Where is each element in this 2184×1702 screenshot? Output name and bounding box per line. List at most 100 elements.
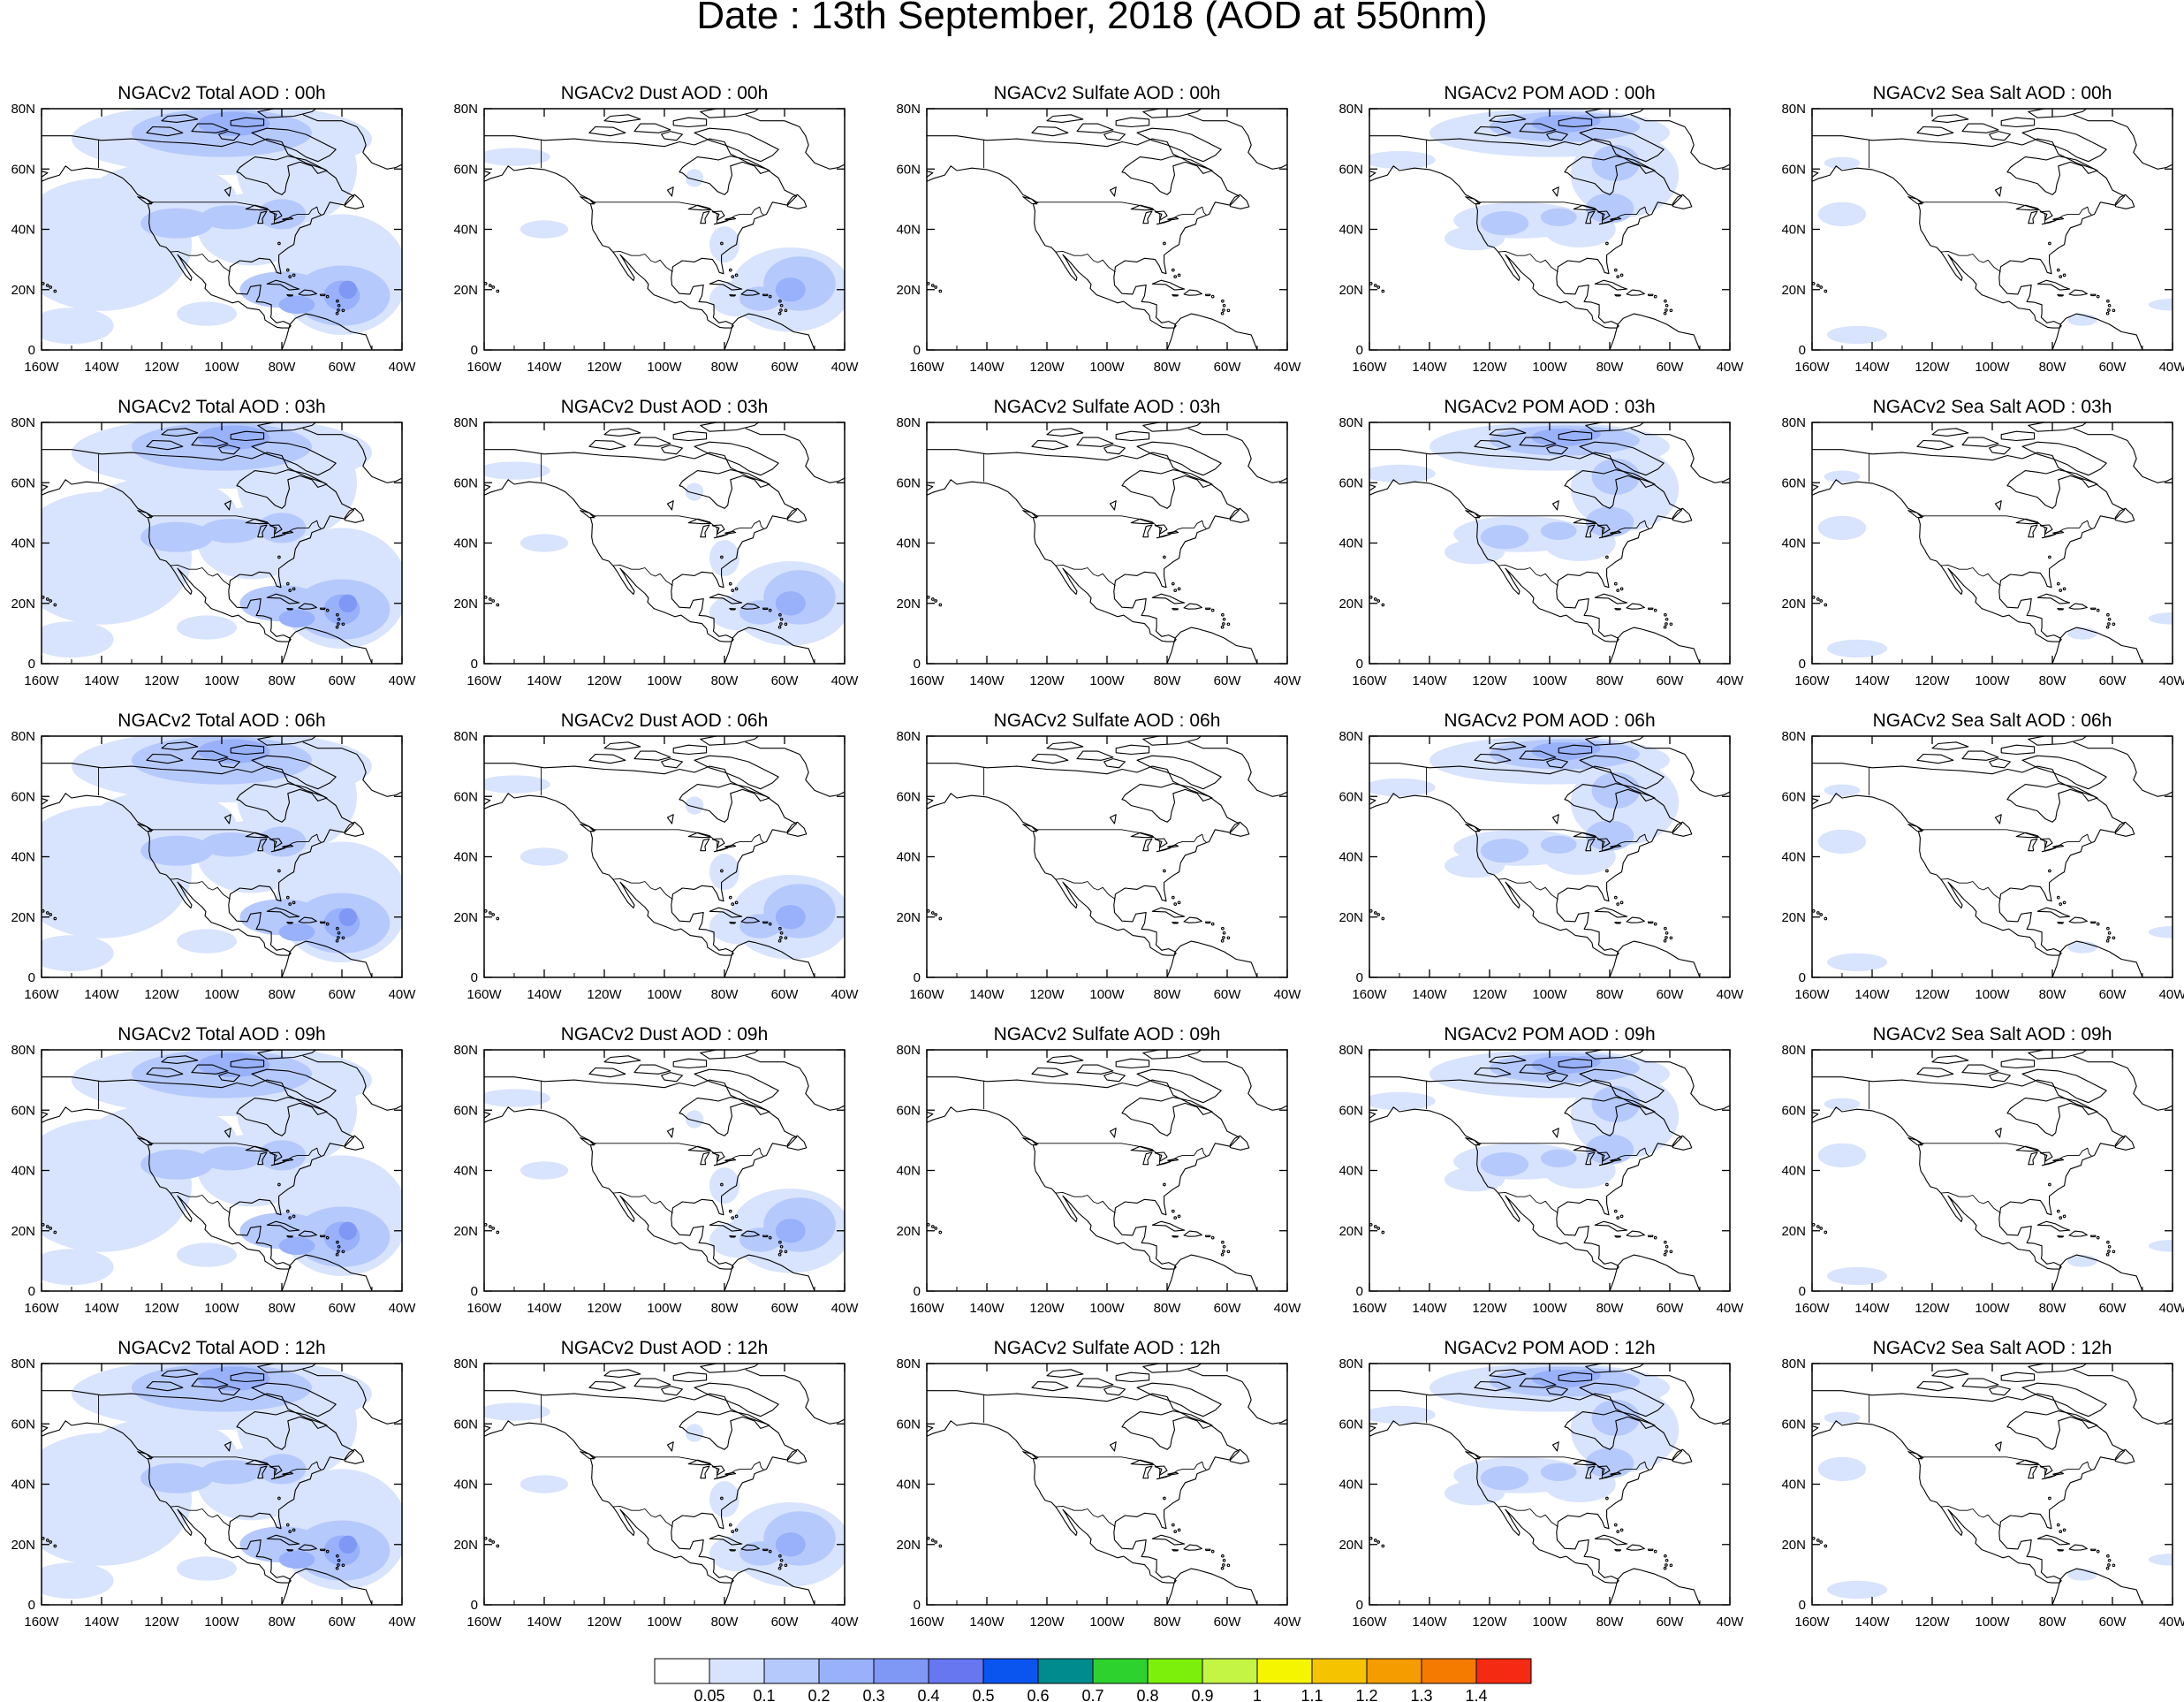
island: [277, 1496, 281, 1501]
island: [288, 1216, 292, 1220]
x-tick-label: 140W: [969, 987, 1005, 1002]
coast-polygon: [1519, 750, 1557, 761]
panel-title: NGACv2 POM AOD : 00h: [1444, 83, 1655, 103]
coast-polygon: [1614, 1549, 1622, 1552]
aod-contour: [775, 1532, 806, 1557]
coast-polygon: [2089, 1548, 2097, 1552]
coast-polygon: [2114, 507, 2135, 523]
coast-polygon: [1579, 127, 1665, 163]
aod-field: [42, 1364, 402, 1605]
colorbar-box: [1421, 1658, 1477, 1684]
coast-polygon: [580, 196, 595, 205]
coast-polygon: [137, 1137, 152, 1146]
coast-polygon: [1204, 921, 1211, 924]
coast-polygon: [2000, 430, 2036, 442]
y-tick-label: 0: [914, 1598, 921, 1613]
x-tick-label: 60W: [1214, 1615, 1242, 1630]
island: [1373, 1225, 1377, 1228]
coast-polygon: [1916, 753, 1954, 764]
x-tick-label: 120W: [1029, 1615, 1065, 1630]
figure-title: Date : 13th September, 2018 (AOD at 550n…: [696, 0, 1487, 37]
island: [337, 931, 341, 935]
island: [768, 1549, 772, 1554]
island: [285, 581, 290, 586]
coast-polygon: [1585, 1465, 1596, 1479]
island: [778, 1554, 782, 1558]
coast-polygon: [1558, 430, 1593, 442]
island: [277, 869, 281, 873]
island: [49, 913, 53, 916]
coast-polygon: [1109, 186, 1117, 197]
y-tick-label: 60N: [896, 789, 921, 804]
island: [1663, 625, 1667, 629]
coast-polygon: [679, 783, 770, 823]
coast-polygon: [319, 1548, 326, 1552]
political-border: [151, 1143, 322, 1166]
island: [288, 589, 292, 592]
coast-line: [724, 627, 816, 664]
y-tick-label: 40N: [11, 223, 35, 238]
x-tick-label: 40W: [1274, 360, 1302, 375]
aod-contour: [685, 1110, 704, 1128]
island: [1653, 1235, 1657, 1240]
coast-polygon: [1594, 1220, 1628, 1232]
coast-polygon: [257, 736, 317, 746]
island: [491, 285, 496, 289]
coast-polygon: [1614, 1235, 1622, 1238]
coast-line: [302, 741, 402, 797]
coast-polygon: [1489, 428, 1527, 437]
x-tick-label: 160W: [909, 673, 944, 688]
coast-polygon: [1626, 603, 1645, 610]
coast-polygon: [224, 1128, 231, 1138]
coast-polygon: [1961, 123, 1999, 133]
coast-polygon: [251, 441, 337, 476]
island: [778, 299, 782, 303]
coast-polygon: [1022, 824, 1037, 832]
coast-polygon: [1519, 437, 1557, 447]
coastline: [42, 1050, 402, 1291]
y-tick-label: 0: [1356, 970, 1363, 985]
coast-polygon: [661, 1072, 683, 1083]
island: [2062, 587, 2066, 591]
political-border: [151, 201, 322, 224]
coast-polygon: [786, 821, 808, 837]
y-tick-label: 0: [1799, 970, 1806, 985]
island: [934, 285, 938, 289]
island: [288, 1530, 292, 1533]
coast-polygon: [1564, 156, 1656, 195]
island: [1222, 1244, 1226, 1249]
y-tick-label: 60N: [1781, 475, 1806, 490]
colorbar-label: 0.3: [862, 1687, 884, 1702]
panel-title: NGACv2 Total AOD : 06h: [118, 710, 325, 731]
coast-line: [1609, 627, 1702, 664]
island: [1664, 926, 1667, 931]
coast-polygon: [1647, 1235, 1654, 1238]
island: [1669, 308, 1673, 313]
coast-polygon: [1916, 1380, 1954, 1392]
coast-polygon: [1672, 1135, 1693, 1151]
x-tick-label: 100W: [1532, 673, 1567, 688]
aod-field: [484, 736, 845, 977]
island: [2107, 617, 2112, 621]
x-tick-label: 40W: [1717, 1615, 1745, 1630]
coast-polygon: [588, 1067, 626, 1078]
island: [2062, 1214, 2066, 1219]
coast-polygon: [1115, 117, 1150, 128]
island: [779, 308, 783, 312]
coast-polygon: [633, 750, 671, 761]
y-tick-label: 0: [914, 343, 921, 358]
aod-contour: [739, 286, 782, 311]
island: [1653, 1549, 1657, 1554]
island: [1605, 241, 1609, 246]
island: [734, 273, 739, 277]
island: [2107, 1558, 2112, 1562]
x-tick-label: 120W: [587, 673, 622, 688]
aod-contour: [1827, 1580, 1887, 1599]
x-tick-label: 160W: [466, 1615, 502, 1630]
aod-contour: [2148, 926, 2173, 938]
coast-polygon: [257, 1151, 268, 1166]
x-tick-label: 160W: [1352, 673, 1387, 688]
island: [2048, 1182, 2051, 1187]
island: [1613, 1209, 1618, 1213]
coast-polygon: [2039, 1465, 2053, 1476]
